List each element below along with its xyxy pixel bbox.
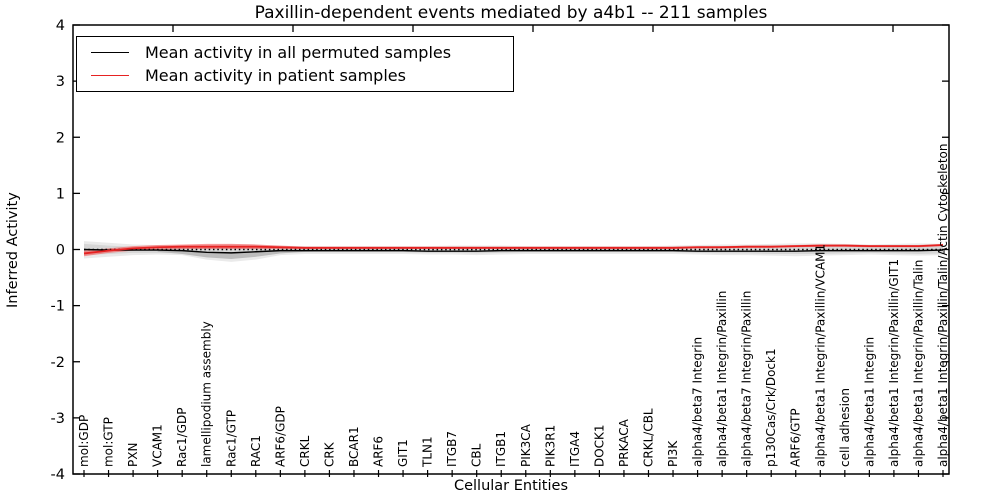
x-tick-label: Rac1/GDP — [175, 408, 189, 467]
x-tick-label: ARF6 — [372, 436, 386, 467]
x-tick-label: ITGA4 — [568, 431, 582, 467]
x-tick-label: ARF6/GDP — [273, 406, 287, 467]
legend-line-sample-black — [91, 52, 129, 53]
x-tick-label: alpha4/beta1 Integrin/Paxillin/GIT1 — [887, 259, 901, 467]
x-tick-label: PI3K — [666, 440, 680, 467]
x-tick-label: cell adhesion — [838, 388, 852, 467]
x-tick-label: mol:GTP — [102, 417, 116, 467]
x-tick-label: VCAM1 — [151, 424, 165, 467]
x-tick-label: DOCK1 — [592, 424, 606, 467]
svg-text:-4: -4 — [51, 467, 65, 483]
x-tick-label: alpha4/beta1 Integrin — [862, 337, 876, 467]
x-tick-label: alpha4/beta7 Integrin/Paxillin — [740, 291, 754, 467]
svg-text:1: 1 — [56, 186, 65, 202]
svg-text:-1: -1 — [51, 299, 65, 315]
legend-item-patient: Mean activity in patient samples — [91, 66, 513, 85]
legend-label: Mean activity in all permuted samples — [145, 43, 452, 62]
legend-box: Mean activity in all permuted samples Me… — [76, 36, 514, 92]
legend-label: Mean activity in patient samples — [145, 66, 406, 85]
x-tick-label: ITGB1 — [494, 431, 508, 467]
legend-line-sample-red — [91, 75, 129, 76]
x-tick-label: Rac1/GTP — [224, 410, 238, 467]
x-tick-label: alpha4/beta1 Integrin/Paxillin/Talin — [911, 260, 925, 467]
svg-text:3: 3 — [56, 74, 65, 90]
x-axis-title: Cellular Entities — [453, 478, 569, 494]
legend-item-permuted: Mean activity in all permuted samples — [91, 43, 513, 62]
x-tick-label: GIT1 — [396, 439, 410, 467]
x-tick-label: alpha4/beta1 Integrin/Paxillin/Talin/Act… — [936, 144, 950, 467]
x-tick-label: ITGB7 — [445, 431, 459, 467]
chart-title: Paxillin-dependent events mediated by a4… — [254, 3, 768, 23]
x-tick-label: PIK3R1 — [543, 425, 557, 467]
x-tick-label: RAC1 — [249, 435, 263, 467]
x-tick-label: ARF6/GTP — [789, 408, 803, 467]
x-tick-label: TLN1 — [421, 436, 435, 468]
x-tick-label: p130Cas/Crk/Dock1 — [764, 348, 778, 467]
x-tick-label: PXN — [126, 443, 140, 467]
x-tick-label: PRKACA — [617, 418, 631, 467]
x-tick-label: BCAR1 — [347, 426, 361, 467]
x-tick-label: CRKL/CBL — [641, 408, 655, 467]
x-tick-label: alpha4/beta1 Integrin/Paxillin — [715, 291, 729, 467]
svg-text:0: 0 — [56, 243, 65, 259]
x-tick-label: alpha4/beta1 Integrin/Paxillin/VCAM1 — [813, 244, 827, 467]
svg-text:-3: -3 — [51, 411, 65, 427]
svg-text:2: 2 — [56, 130, 65, 146]
x-tick-label: CRK — [322, 441, 336, 467]
svg-text:-2: -2 — [51, 355, 65, 371]
x-tick-label: mol:GDP — [77, 415, 91, 467]
svg-text:4: 4 — [56, 18, 65, 34]
x-tick-label: lamellipodium assembly — [200, 321, 214, 467]
x-tick-label: CRKL — [298, 435, 312, 467]
x-tick-label: PIK3CA — [519, 423, 533, 467]
x-tick-label: alpha4/beta7 Integrin — [691, 337, 705, 467]
x-tick-label: CBL — [470, 443, 484, 467]
